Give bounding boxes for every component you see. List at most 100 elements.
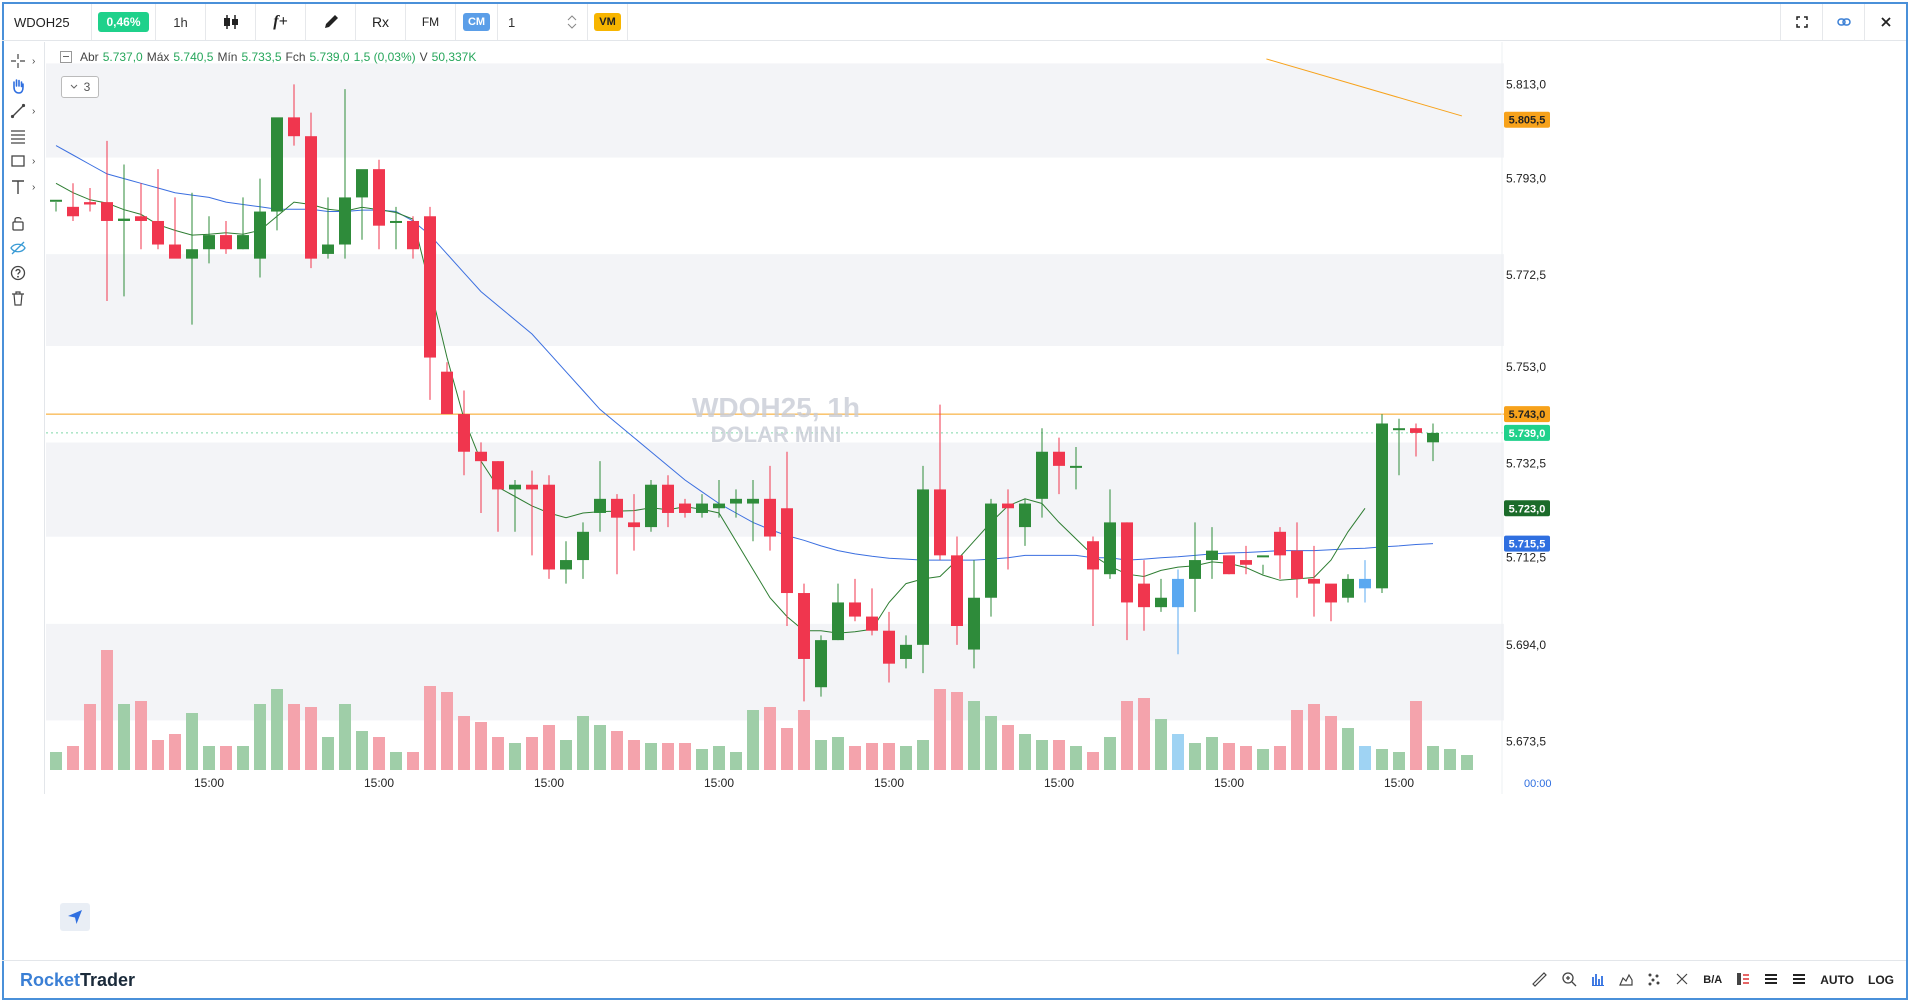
lock-icon [12, 216, 24, 231]
chevron-right-icon[interactable]: › [32, 55, 36, 67]
price-badge-label: 5.739,0 [1509, 428, 1546, 440]
candle-body [101, 202, 113, 221]
candle-body [390, 220, 402, 223]
candle-body [1308, 578, 1320, 584]
volume-bar [67, 746, 79, 770]
log-scale-button[interactable]: LOG [1868, 973, 1894, 987]
fm-button[interactable]: FM [406, 4, 456, 40]
rx-icon: Rx [371, 14, 390, 30]
price-badge [1504, 500, 1550, 517]
candle-body [1223, 555, 1235, 575]
volume-bar [288, 704, 300, 770]
delete-tool[interactable] [10, 287, 40, 309]
toolbar-right [1780, 4, 1906, 40]
ruler-button[interactable] [1531, 971, 1548, 990]
price-badge [1504, 535, 1550, 552]
volume-bars-button[interactable] [1591, 972, 1605, 989]
volume-bar [492, 737, 504, 770]
vm-button[interactable]: VM [588, 4, 628, 40]
candle-body [968, 597, 980, 650]
candle-body [1138, 583, 1150, 608]
ohlc-legend: Abr 5.737,0 Máx 5.740,5 Mín 5.733,5 Fch 5.73… [60, 50, 476, 64]
chart-type-button[interactable] [206, 4, 256, 40]
candle-body [526, 484, 538, 490]
help-tool[interactable] [10, 262, 40, 284]
orders-button[interactable] [1764, 972, 1778, 989]
watermark-symbol: WDOH25, 1h [692, 392, 860, 423]
candle-body [509, 484, 521, 490]
crosshair-tool[interactable]: › [10, 50, 40, 72]
volume-bar [152, 740, 164, 770]
drawing-button[interactable] [306, 4, 356, 40]
collapse-legend-icon[interactable] [60, 51, 72, 63]
timeframe-button[interactable]: 1h [156, 4, 206, 40]
candle-body [50, 199, 62, 202]
candle-body [424, 216, 436, 358]
lock-tool[interactable] [10, 212, 40, 234]
volume-bar [169, 734, 181, 770]
indicators-button[interactable]: f+ [256, 4, 306, 40]
candle-body [645, 484, 657, 528]
close-icon [1880, 17, 1891, 27]
price-band [46, 63, 1504, 158]
candle-body [84, 202, 96, 205]
volume-bar [696, 749, 708, 770]
volume-bar [407, 752, 419, 770]
candle-body [67, 206, 79, 217]
book-button[interactable] [1736, 972, 1750, 989]
fib-tool[interactable] [10, 125, 40, 147]
candle-body [1104, 522, 1116, 575]
trades-button[interactable] [1675, 972, 1689, 989]
zoom-icon [1562, 971, 1577, 986]
price-band [46, 254, 1504, 346]
link-button[interactable] [1822, 4, 1864, 40]
shape-tool[interactable]: › [10, 150, 40, 172]
chevron-right-icon[interactable]: › [32, 155, 36, 167]
candle-body [662, 484, 674, 513]
area-chart-button[interactable] [1619, 972, 1633, 989]
candle-body [1189, 560, 1201, 579]
volume-bar [1359, 746, 1371, 770]
candle-body [900, 644, 912, 659]
cm-label: CM [462, 13, 491, 31]
stepper-arrows-icon[interactable] [567, 14, 577, 30]
fullscreen-button[interactable] [1780, 4, 1822, 40]
visibility-tool[interactable] [10, 237, 40, 259]
scatter-button[interactable] [1647, 972, 1661, 989]
candle-body [798, 593, 810, 659]
fullscreen-icon [1795, 16, 1808, 28]
symbol-selector[interactable]: WDOH25 [2, 4, 92, 40]
volume-bar [900, 746, 912, 770]
volume-bar [985, 716, 997, 770]
rx-button[interactable]: Rx [356, 4, 406, 40]
positions-button[interactable] [1792, 972, 1806, 989]
volume-bar [645, 743, 657, 770]
indicators-toggle[interactable]: 3 [61, 76, 99, 98]
text-tool[interactable]: › [10, 176, 40, 198]
quantity-stepper[interactable]: 1 [498, 4, 588, 40]
cm-button[interactable]: CM [456, 4, 498, 40]
navigate-button[interactable] [60, 903, 90, 931]
line-tool[interactable]: › [10, 100, 40, 122]
chevron-right-icon[interactable]: › [32, 105, 36, 117]
rectangle-icon [11, 155, 25, 167]
candle-body [373, 169, 385, 226]
price-badge [1504, 111, 1550, 128]
zoom-button[interactable] [1561, 971, 1577, 990]
volume-bar [1240, 746, 1252, 770]
navigation-arrow-icon [68, 910, 82, 924]
bid-ask-button[interactable]: B/A [1703, 974, 1723, 986]
volume-bar [849, 746, 861, 770]
bottom-bar: RocketTrader B/A AUTO LOG [2, 960, 1906, 999]
price-badge-label: 5.723,0 [1509, 503, 1546, 515]
price-chart[interactable]: 5.813,0 5.793,0 5.772,5 5.753,0 5.732,5 5.712… [46, 42, 1908, 794]
close-button[interactable] [1864, 4, 1906, 40]
candle-body [1053, 451, 1065, 466]
crosshair-icon [11, 54, 25, 68]
auto-scale-button[interactable]: AUTO [1820, 973, 1854, 987]
pan-tool[interactable] [10, 75, 40, 97]
chevron-right-icon[interactable]: › [32, 181, 36, 193]
candle-body [492, 461, 504, 490]
volume-bar [1019, 734, 1031, 770]
price-tick-label: 5.813,0 [1506, 77, 1546, 91]
